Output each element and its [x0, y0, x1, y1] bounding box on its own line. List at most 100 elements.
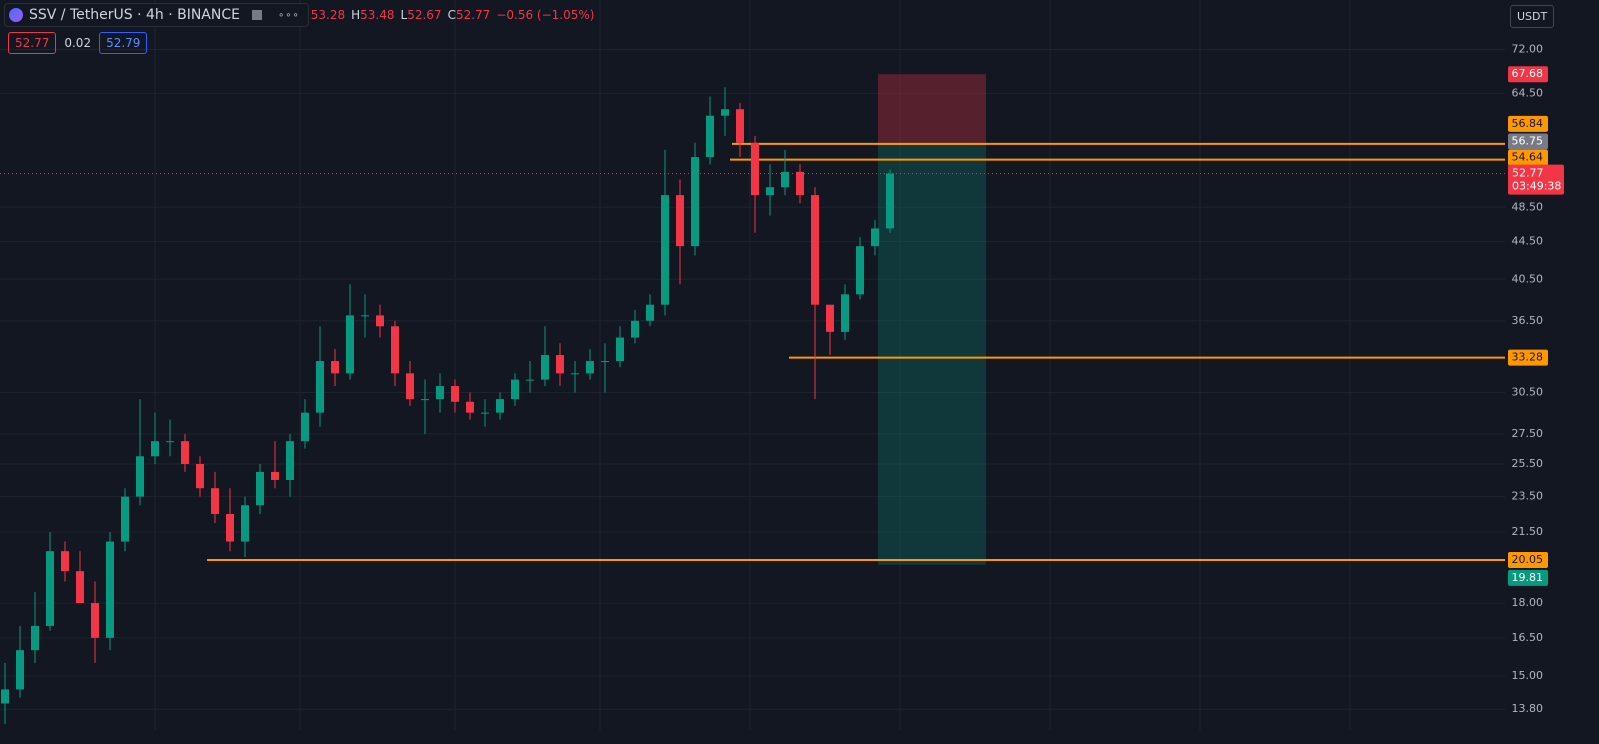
- candle-body: [301, 412, 309, 442]
- candle-body: [61, 551, 69, 572]
- candle-body: [166, 441, 174, 443]
- candle-body: [541, 355, 549, 380]
- level-price-label-bg: [1508, 349, 1548, 366]
- candle-body: [136, 456, 144, 497]
- y-tick-label: 36.50: [1512, 314, 1544, 327]
- candle-body: [631, 320, 639, 338]
- current-price-bg: [1508, 164, 1564, 195]
- candle-body: [436, 386, 444, 400]
- high-key: H: [351, 8, 361, 22]
- header: SSV / TetherUS · 4h · BINANCE ∘∘∘ 53.28 …: [4, 3, 595, 27]
- candle-body: [151, 441, 159, 457]
- level-price-label-bg: [1508, 149, 1548, 166]
- stop-price-label-bg: [1508, 66, 1548, 83]
- candle-body: [406, 373, 414, 400]
- candle-body: [556, 355, 564, 374]
- candle-body: [751, 142, 759, 196]
- candle-body: [346, 315, 354, 374]
- level-price-label-bg: [1508, 552, 1548, 569]
- y-tick-label: 21.50: [1512, 525, 1544, 538]
- candle-body: [196, 464, 204, 489]
- candle-body: [796, 171, 804, 196]
- candle-body: [571, 373, 579, 375]
- y-tick-label: 72.00: [1512, 42, 1544, 55]
- candle-body: [76, 571, 84, 604]
- candle-body: [601, 361, 609, 363]
- ohlc: 53.28 H53.48 L52.67 C52.77 −0.56 (−1.05%…: [311, 8, 595, 22]
- countdown-label: 03:49:38: [1512, 180, 1561, 193]
- candle-body: [286, 441, 294, 480]
- candle-body: [676, 195, 684, 247]
- candle-body: [1, 689, 9, 704]
- y-tick-label: 44.50: [1512, 235, 1544, 248]
- candle-body: [451, 386, 459, 402]
- candle-body: [706, 115, 714, 158]
- level-price-label: 20.05: [1512, 553, 1544, 566]
- y-tick-label: 64.50: [1512, 86, 1544, 99]
- close-value: 52.77: [455, 8, 491, 22]
- y-tick-label: 48.50: [1512, 200, 1544, 213]
- symbol-icon: [9, 8, 23, 22]
- candle-body: [331, 361, 339, 374]
- candle-body: [106, 541, 114, 638]
- candle-body: [256, 471, 264, 506]
- symbol-box[interactable]: SSV / TetherUS · 4h · BINANCE ∘∘∘: [4, 3, 309, 27]
- candle-body: [16, 650, 24, 690]
- y-tick-label: 25.50: [1512, 457, 1544, 470]
- open-value: 53.28: [310, 8, 346, 22]
- current-price-label: 52.77: [1512, 167, 1544, 180]
- candle-body: [376, 315, 384, 327]
- candle-body: [226, 513, 234, 542]
- candle-body: [736, 109, 744, 143]
- candle-body: [511, 379, 519, 400]
- level-price-label: 56.84: [1512, 117, 1544, 130]
- candle-body: [691, 157, 699, 247]
- currency-unit[interactable]: USDT: [1510, 5, 1554, 28]
- candle-body: [91, 603, 99, 638]
- spread: 0.02: [64, 36, 92, 50]
- candle-body: [526, 379, 534, 381]
- more-button[interactable]: ∘∘∘: [277, 9, 300, 21]
- y-tick-label: 18.00: [1512, 596, 1544, 609]
- target-price-label-bg: [1508, 569, 1548, 586]
- candle-body: [781, 171, 789, 188]
- low-key: L: [400, 8, 408, 22]
- bid-ask: 52.77 0.02 52.79: [8, 32, 148, 54]
- candle-body: [121, 496, 129, 542]
- candle-body: [46, 551, 54, 626]
- candle-body: [811, 195, 819, 305]
- candle-body: [616, 337, 624, 362]
- y-tick-label: 23.50: [1512, 490, 1544, 503]
- y-tick-label: 27.50: [1512, 427, 1544, 440]
- candle-body: [766, 187, 774, 196]
- candle-body: [481, 412, 489, 414]
- y-tick-label: 13.80: [1512, 702, 1544, 715]
- stop-price-label: 67.68: [1512, 67, 1544, 80]
- level-price-label: 54.64: [1512, 151, 1544, 164]
- candle-body: [721, 109, 729, 116]
- candle-body: [316, 361, 324, 413]
- candle-body: [466, 401, 474, 413]
- entry-price-label-bg: [1508, 133, 1548, 150]
- level-price-label: 33.28: [1512, 351, 1544, 364]
- candle-body: [586, 361, 594, 374]
- y-tick-label: 16.50: [1512, 631, 1544, 644]
- entry-price-label: 56.75: [1512, 135, 1544, 148]
- candle-body: [856, 246, 864, 295]
- buy-price[interactable]: 52.79: [99, 32, 148, 54]
- candle-body: [361, 315, 369, 317]
- candle-body: [646, 304, 654, 321]
- level-price-label-bg: [1508, 115, 1548, 132]
- candle-body: [496, 399, 504, 413]
- candle-body: [181, 441, 189, 465]
- target-price-label: 19.81: [1512, 571, 1544, 584]
- flag-icon[interactable]: [251, 10, 262, 20]
- candle-body: [826, 304, 834, 332]
- candle-body: [661, 195, 669, 305]
- y-tick-label: 15.00: [1512, 669, 1544, 682]
- symbol-title: SSV / TetherUS · 4h · BINANCE: [29, 7, 240, 23]
- candle-body: [241, 505, 249, 542]
- sell-price[interactable]: 52.77: [8, 32, 57, 54]
- candle-body: [211, 488, 219, 514]
